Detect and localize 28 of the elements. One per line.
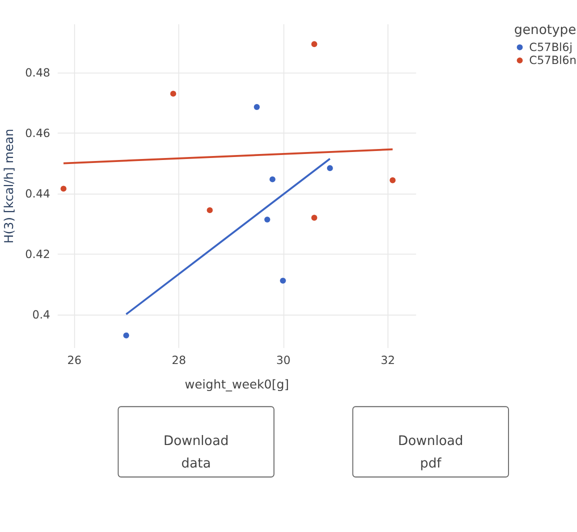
x-tick-label: 30: [276, 354, 291, 367]
legend-title: genotype: [514, 23, 576, 38]
point: [123, 332, 130, 338]
point: [206, 207, 213, 214]
y-tick-label: 0.4: [32, 308, 50, 322]
text: Download pdf: [398, 434, 464, 472]
point: [254, 104, 260, 110]
y-tick-label: 0.44: [25, 187, 50, 200]
y-tick-label: 0.42: [25, 248, 50, 261]
point: [311, 214, 318, 221]
text: Download data: [163, 434, 229, 472]
y-axis-title: H(3) [kcal/h] mean: [2, 128, 16, 244]
point: [60, 186, 66, 192]
legend-label: C57Bl6j: [529, 41, 572, 54]
point: [170, 90, 176, 97]
point: [264, 216, 270, 223]
x-tick-label: 28: [172, 354, 186, 367]
y-tick-label: 0.46: [25, 126, 50, 140]
point: [311, 41, 318, 48]
x-tick-label: 26: [67, 354, 82, 367]
x-tick-label: 32: [380, 354, 396, 367]
point: [326, 165, 333, 172]
point: [270, 176, 276, 182]
point: [390, 177, 396, 184]
y-tick-label: 0.48: [25, 66, 50, 80]
legend-label: C57Bl6n: [529, 54, 576, 68]
point: [280, 278, 286, 284]
x-axis-title: weight_week0[g]: [184, 377, 290, 392]
